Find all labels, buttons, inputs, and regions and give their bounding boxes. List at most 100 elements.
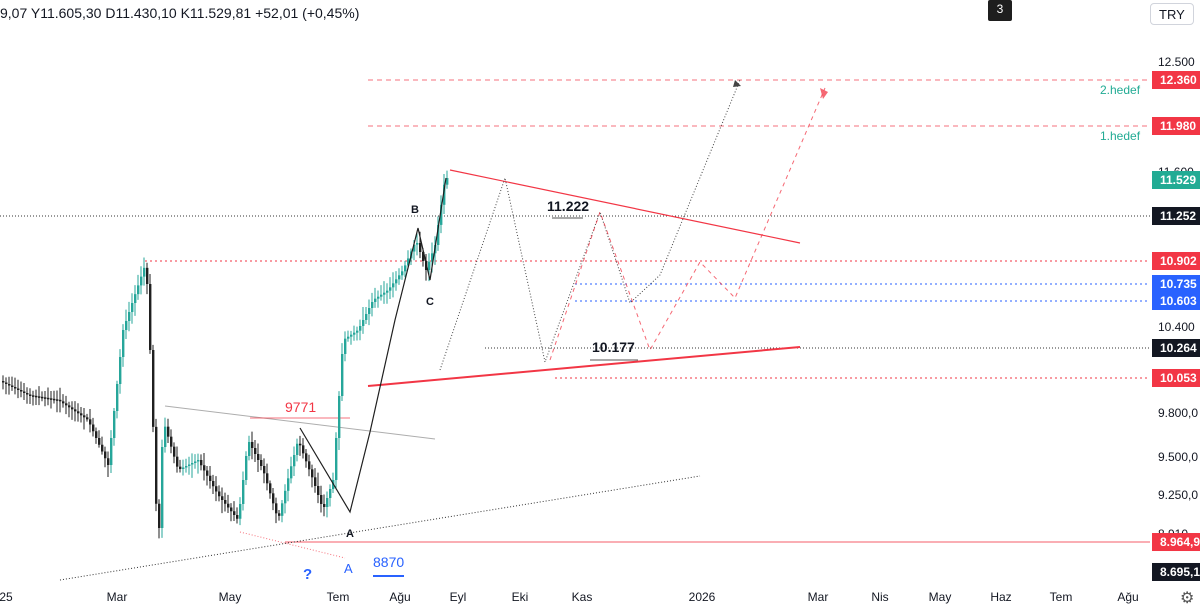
candle-body (107, 458, 110, 465)
candle-body (230, 507, 233, 512)
candle-body (245, 456, 248, 480)
candle-body (98, 438, 101, 445)
alert-count-badge[interactable]: 3 (988, 0, 1012, 21)
candle-body (68, 405, 71, 408)
candle-body (161, 447, 164, 528)
price-label-text: 11.529 (1160, 173, 1196, 187)
candle-body (389, 287, 392, 291)
candle-body (251, 442, 254, 448)
candle-body (80, 413, 83, 416)
candle-body (338, 396, 341, 438)
candle-body (134, 294, 137, 303)
candle-body (44, 397, 47, 399)
price-label-box (1152, 275, 1200, 293)
candle-body (173, 446, 176, 457)
candle-body (443, 184, 446, 205)
candle-body (167, 426, 170, 437)
gear-icon[interactable]: ⚙ (1180, 590, 1195, 607)
candle-body (23, 391, 26, 393)
price-label-box (1152, 292, 1200, 310)
x-tick-label: Tem (1050, 590, 1073, 604)
candle-body (155, 426, 158, 504)
candle-body (293, 455, 296, 467)
currency-selector[interactable]: TRY (1150, 3, 1194, 25)
candle-body (422, 252, 425, 261)
candle-body (290, 466, 293, 479)
candle-body (86, 417, 89, 420)
arrow-head-dotted (733, 80, 741, 87)
candle-body (329, 489, 332, 498)
price-label-text: 10.902 (1160, 254, 1197, 268)
candle-body (368, 308, 371, 314)
candle-body (359, 326, 362, 331)
candle-body (89, 419, 92, 425)
price-label-text: 11.252 (1160, 209, 1196, 223)
price-label-text: 12.360 (1160, 73, 1197, 87)
candle-body (218, 491, 221, 497)
wave-label-A: A (346, 528, 354, 540)
candle-body (437, 224, 440, 245)
candle-body (35, 395, 38, 398)
candle-body (257, 454, 260, 460)
candle-body (377, 296, 380, 299)
candle-body (353, 332, 356, 335)
candle-body (50, 398, 53, 400)
projection-dashed (549, 87, 826, 361)
candle-body (212, 481, 215, 487)
price-label-box (1152, 533, 1200, 552)
candle-body (401, 271, 404, 276)
price-label-text: 10.603 (1160, 294, 1197, 308)
candle-body (146, 267, 149, 284)
candle-body (125, 321, 128, 330)
candle-body (215, 486, 218, 492)
x-tick-label: Tem (327, 590, 350, 604)
candle-body (110, 438, 113, 465)
candle-body (242, 480, 245, 504)
candle-body (320, 495, 323, 504)
y-tick-label: 10.400 (1158, 320, 1195, 334)
y-tick-label: 9.500,0 (1158, 450, 1198, 464)
candle-body (152, 350, 155, 427)
x-tick-label: Nis (871, 590, 888, 604)
wave-label-C: C (426, 296, 434, 308)
candle-body (116, 384, 119, 411)
candle-body (263, 466, 266, 474)
x-tick-label: May (929, 590, 952, 604)
price-label-box (1152, 207, 1200, 225)
candle-body (314, 477, 317, 486)
x-tick-label: Haz (990, 590, 1011, 604)
candle-body (386, 290, 389, 293)
candle-body (29, 394, 32, 396)
candle-body (299, 443, 302, 446)
candle-body (440, 204, 443, 225)
candle-body (326, 498, 329, 507)
candle-body (179, 466, 182, 469)
level-9771-label: 9771 (285, 399, 316, 415)
candle-body (131, 303, 134, 312)
price-label-text: 10.053 (1160, 371, 1197, 385)
candle-body (362, 320, 365, 326)
x-tick-label: May (219, 590, 242, 604)
y-tick-label: 12.500 (1158, 55, 1195, 69)
candle-body (65, 403, 68, 406)
candle-body (254, 448, 257, 454)
candle-body (143, 267, 146, 277)
candle-body (185, 466, 188, 468)
x-tick-label: Mar (107, 590, 128, 604)
candle-body (380, 294, 383, 297)
x-tick-label: 25 (0, 590, 13, 604)
candle-body (209, 475, 212, 481)
candle-body (71, 407, 74, 410)
candle-body (53, 398, 56, 401)
candle-body (374, 298, 377, 302)
candle-body (407, 258, 410, 266)
triangle-upper-line (449, 169, 801, 244)
candle-body (428, 261, 431, 270)
candle-body (119, 357, 122, 384)
ohlc-readout: 9,07 Y11.605,30 D11.430,10 K11.529,81 +5… (0, 5, 360, 21)
candle-body (287, 478, 290, 491)
candle-body (317, 486, 320, 495)
wave-label-B: B (411, 204, 419, 216)
